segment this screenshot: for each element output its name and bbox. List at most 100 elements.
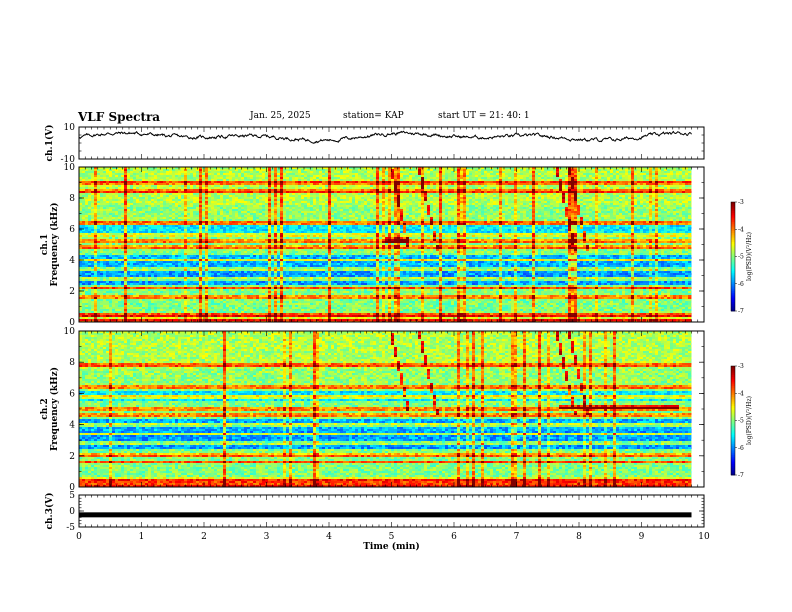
colorbar-segment [731,453,735,456]
colorbar-segment [731,369,735,372]
colorbar-segment [731,252,735,256]
colorbar-segment [731,427,735,430]
y-tick-label: 0 [69,507,75,517]
colorbar-segment [731,278,735,281]
ch1-voltage-line [78,130,692,144]
colorbar-segment [731,231,735,234]
colorbar-segment [731,218,735,221]
spectrogram-cells [79,331,692,487]
colorbar-segment [731,405,735,409]
colorbar-tick-label: -5 [738,254,744,261]
colorbar-segment [731,404,735,407]
colorbar-segment [731,415,735,418]
colorbar-segment [731,281,735,285]
y-tick-label: 6 [69,225,75,235]
colorbar-segment [731,258,735,261]
colorbar-segment [731,431,735,434]
colorbar-segment [731,205,735,208]
colorbar-segment [731,393,735,396]
colorbar-tick-label: -5 [738,418,744,425]
x-axis-label: Time (min) [363,541,420,552]
colorbar-segment [731,465,735,469]
colorbar-segment [731,442,735,445]
colorbar-segment [731,236,735,239]
colorbar-segment [731,384,735,387]
x-tick-label: 5 [389,532,395,542]
colorbar-segment [731,292,735,296]
colorbar-segment [731,298,735,301]
colorbar-ch1: -3 -4 -5 -6 -7 log(PSD)(V²/Hz) [730,199,753,315]
x-tick-label: 9 [639,532,645,542]
colorbar-segment [731,411,735,414]
x-tick-label: 7 [514,532,520,542]
spectrogram-cells [79,167,692,322]
time-axis: 0 1 2 3 4 5 6 7 8 9 10 Time (min) [76,532,710,552]
colorbar-segment [731,376,735,380]
no-data-area [691,167,704,322]
colorbar-segment [731,225,735,228]
colorbar-segment [731,307,735,310]
colorbar-segment [731,402,735,405]
colorbar-segment [731,444,735,447]
colorbar-segment [731,305,735,308]
colorbar-label: log(PSD)(V²/Hz) [746,396,753,445]
colorbar-segment [731,409,735,412]
colorbar-segment [731,256,735,259]
colorbar-segment [731,249,735,252]
colorbar-segment [731,261,735,265]
colorbar-segment [731,287,735,290]
colorbar-segment [731,254,735,257]
colorbar-segment [731,291,735,294]
colorbar-segment [731,227,735,230]
colorbar-segment [731,232,735,236]
colorbar-segment [731,455,735,458]
y-tick-label: 0 [69,318,75,328]
colorbar-segment [731,229,735,232]
colorbar-segment [731,263,735,266]
colorbar-segment [731,309,735,312]
ch2-spectrogram-panel: 0 2 4 6 8 10 ch.2Frequency (kHz) [40,327,705,493]
colorbar-segment [731,396,735,400]
date-label: Jan. 25, 2025 [250,111,311,121]
colorbar-segment [731,433,735,436]
colorbar-segment [731,274,735,277]
colorbar-segment [731,382,735,385]
ch3-voltage-axis-label: ch.3(V) [44,493,55,530]
colorbar-segment [731,303,735,306]
colorbar-segment [731,451,735,454]
colorbar-segment [731,464,735,467]
colorbar-segment [731,456,735,460]
colorbar-segment [731,272,735,276]
colorbar-segment [731,400,735,403]
colorbar-segment [731,424,735,427]
colorbar-tick-label: -3 [738,199,744,206]
y-tick-label: 2 [69,452,75,462]
x-tick-label: 2 [201,532,207,542]
colorbar-tick-label: -4 [738,226,744,233]
y-tick-label: 4 [69,256,75,266]
colorbar-segment [731,458,735,461]
colorbar-segment [731,473,735,476]
colorbar-segment [731,245,735,248]
colorbar-segment [731,460,735,463]
colorbar-segment [731,449,735,452]
x-tick-label: 0 [76,532,82,542]
y-tick-label: 10 [64,163,76,173]
colorbar-segment [731,462,735,465]
colorbar-segment [731,447,735,450]
colorbar-segment [731,301,735,305]
spec1-axis-label: ch.1Frequency (kHz) [40,202,60,286]
colorbar-segment [731,285,735,288]
x-tick-label: 1 [139,532,145,542]
colorbar-segment [731,407,735,410]
colorbar-tick-label: -6 [738,281,744,288]
colorbar-segment [731,294,735,297]
colorbar-segment [731,469,735,472]
colorbar-segment [731,389,735,392]
colorbar-segment [731,289,735,292]
colorbar-segment [731,265,735,268]
y-tick-label: 2 [69,287,75,297]
colorbar-segment [731,387,735,391]
colorbar-segment [731,375,735,378]
